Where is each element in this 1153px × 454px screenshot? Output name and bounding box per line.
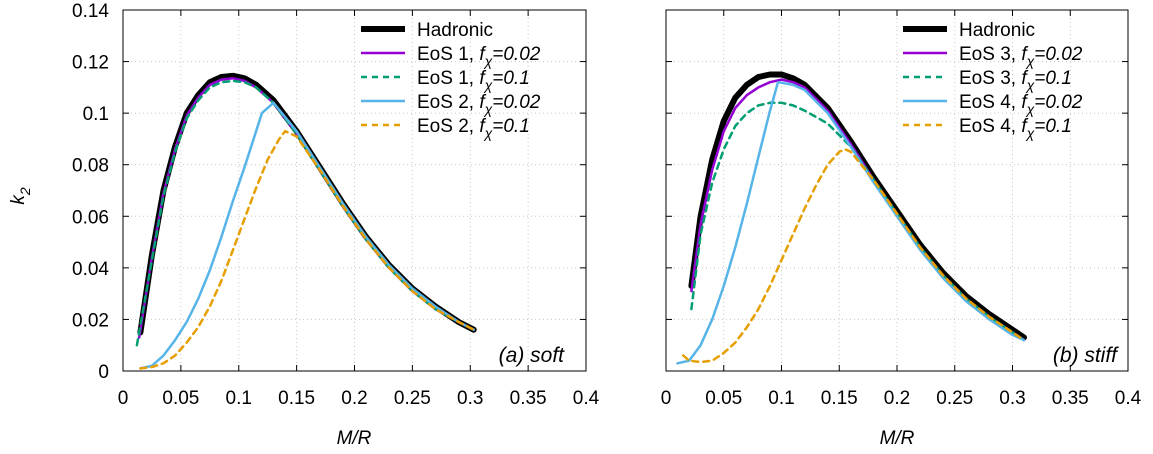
x-tick-label: 0.15 bbox=[821, 388, 858, 409]
legend-label-sub: χ bbox=[1025, 125, 1035, 141]
series-line-1 bbox=[688, 71, 1027, 341]
x-tick-label: 0.4 bbox=[1115, 388, 1142, 409]
x-tick-label: 0.35 bbox=[1052, 388, 1089, 409]
legend-label-sub: χ bbox=[483, 77, 493, 93]
legend-label-text: Hadronic bbox=[959, 20, 1035, 41]
legend-label-value: =0.1 bbox=[1034, 116, 1072, 137]
panel-a-grid bbox=[123, 10, 586, 371]
y-tick-label: 0.04 bbox=[72, 259, 109, 280]
legend-label-value: =0.1 bbox=[492, 68, 530, 89]
legend-label-1: Hadronic bbox=[959, 20, 1035, 41]
legend-label-4: EoS 4, fχ=0.02 bbox=[959, 92, 1083, 117]
panel-b-plot-area bbox=[676, 71, 1027, 365]
legend-label-f: f bbox=[479, 92, 486, 113]
legend-label-f: f bbox=[1021, 68, 1028, 89]
x-tick-label: 0 bbox=[661, 388, 672, 409]
x-tick-label: 0.2 bbox=[884, 388, 910, 409]
y-tick-label: 0.12 bbox=[72, 53, 109, 74]
x-tick-label: 0.3 bbox=[457, 388, 483, 409]
y-tick-label: 0.08 bbox=[72, 156, 109, 177]
legend-label-f: f bbox=[1021, 44, 1028, 65]
panel-a-x-axis-title: M/R bbox=[337, 428, 372, 449]
legend-label-text: EoS 2, bbox=[417, 92, 479, 113]
panel-b-annotation: (b) stiff bbox=[1053, 344, 1119, 367]
y-axis-title: k2 bbox=[8, 187, 33, 205]
series-line-5 bbox=[682, 147, 1026, 364]
legend-label-value: =0.02 bbox=[1034, 44, 1083, 65]
legend-label-text: EoS 4, bbox=[959, 116, 1021, 137]
legend-label-2: EoS 3, fχ=0.02 bbox=[959, 44, 1083, 69]
legend-label-sub: χ bbox=[1025, 77, 1035, 93]
legend-label-text: EoS 4, bbox=[959, 92, 1021, 113]
legend-label-f: f bbox=[1021, 92, 1028, 113]
legend-label-3: EoS 3, fχ=0.1 bbox=[959, 68, 1072, 93]
y-tick-label: 0 bbox=[98, 362, 109, 383]
legend-label-value: =0.02 bbox=[1034, 92, 1083, 113]
series-line-5 bbox=[139, 129, 475, 370]
legend-label-sub: χ bbox=[1025, 101, 1035, 117]
x-tick-label: 0.3 bbox=[999, 388, 1025, 409]
legend-label-3: EoS 1, fχ=0.1 bbox=[417, 68, 530, 93]
x-tick-label: 0.05 bbox=[705, 388, 742, 409]
x-tick-label: 0.1 bbox=[226, 388, 252, 409]
x-tick-label: 0.35 bbox=[510, 388, 547, 409]
legend-label-f: f bbox=[479, 116, 486, 137]
panel-b-x-axis-title: M/R bbox=[880, 428, 915, 449]
legend-label-text: EoS 3, bbox=[959, 44, 1021, 65]
x-tick-label: 0.15 bbox=[278, 388, 315, 409]
x-tick-label: 0.25 bbox=[394, 388, 431, 409]
y-axis-title-sub: 2 bbox=[17, 187, 33, 196]
panel-a-x-ticks: 0 0.05 0.1 0.15 0.2 0.25 0.3 0.35 0.4 bbox=[118, 10, 600, 409]
legend-label-value: =0.1 bbox=[1034, 68, 1072, 89]
y-tick-label: 0.1 bbox=[83, 104, 109, 125]
legend-label-text: EoS 1, bbox=[417, 68, 479, 89]
legend-label-4: EoS 2, fχ=0.02 bbox=[417, 92, 541, 117]
legend-label-f: f bbox=[479, 68, 486, 89]
y-tick-label: 0.02 bbox=[72, 310, 109, 331]
legend-label-value: =0.02 bbox=[492, 44, 541, 65]
panel-b-grid bbox=[666, 10, 1128, 371]
legend-label-sub: χ bbox=[483, 101, 493, 117]
x-tick-label: 0.25 bbox=[936, 388, 973, 409]
y-axis-title-main: k bbox=[8, 194, 29, 205]
legend-label-sub: χ bbox=[483, 125, 493, 141]
y-tick-label: 0.14 bbox=[72, 1, 109, 22]
x-tick-label: 0.05 bbox=[162, 388, 199, 409]
series-line-4 bbox=[139, 101, 475, 370]
legend-label-2: EoS 1, fχ=0.02 bbox=[417, 44, 541, 69]
legend-label-f: f bbox=[1021, 116, 1028, 137]
legend-label-f: f bbox=[479, 44, 486, 65]
legend-label-text: EoS 1, bbox=[417, 44, 479, 65]
legend-label-1: Hadronic bbox=[417, 20, 493, 41]
legend-label-text: EoS 2, bbox=[417, 116, 479, 137]
legend-label-value: =0.1 bbox=[492, 116, 530, 137]
legend-label-5: EoS 4, fχ=0.1 bbox=[959, 116, 1072, 141]
x-tick-label: 0.1 bbox=[768, 388, 794, 409]
legend-label-text: Hadronic bbox=[417, 20, 493, 41]
legend-label-value: =0.02 bbox=[492, 92, 541, 113]
x-tick-label: 0.2 bbox=[341, 388, 367, 409]
legend-label-sub: χ bbox=[1025, 53, 1035, 69]
series-line-1 bbox=[137, 72, 477, 336]
panel-a-frame bbox=[122, 9, 587, 372]
panel-a-plot-area bbox=[135, 72, 477, 370]
legend-label-sub: χ bbox=[483, 53, 493, 69]
panel-b-frame bbox=[665, 9, 1129, 372]
panel-a-annotation: (a) soft bbox=[499, 344, 566, 367]
legend-label-text: EoS 3, bbox=[959, 68, 1021, 89]
x-tick-label: 0.4 bbox=[573, 388, 600, 409]
series-line-4 bbox=[676, 80, 1026, 365]
x-tick-label: 0 bbox=[118, 388, 129, 409]
legend-label-5: EoS 2, fχ=0.1 bbox=[417, 116, 530, 141]
y-tick-label: 0.06 bbox=[72, 207, 109, 228]
